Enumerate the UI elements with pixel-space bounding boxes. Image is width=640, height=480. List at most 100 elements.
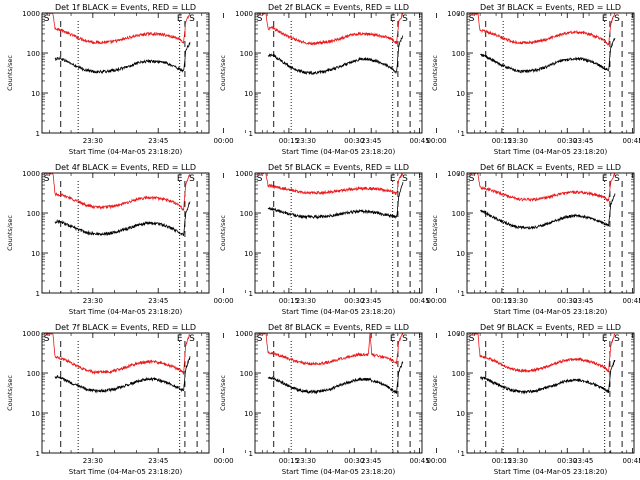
events-series-line xyxy=(54,41,191,75)
plot-title: Det 3f BLACK = Events, RED = LLD xyxy=(480,3,621,12)
marker-label: S xyxy=(44,174,50,184)
y-tick-label: 10 xyxy=(31,250,40,258)
x-tick-label: 23:30 xyxy=(83,137,103,145)
plot-frame xyxy=(254,12,423,134)
x-tick-label: 00:45 xyxy=(410,297,430,305)
plot-frame xyxy=(254,172,423,294)
x-tick-label: 00:30 xyxy=(557,457,577,465)
y-tick-label: 1 xyxy=(36,290,40,298)
y-tick-label: 1 xyxy=(249,130,253,138)
y-tick-label: 10 xyxy=(456,410,465,418)
y-axis-label: Counts/sec xyxy=(6,55,14,91)
lld-series-line xyxy=(257,333,404,366)
y-tick-label: 1 xyxy=(249,450,253,458)
events-series-line xyxy=(479,193,616,230)
x-tick-label: 00:15 xyxy=(279,457,299,465)
y-tick-label: 1 xyxy=(461,130,465,138)
marker-label: S xyxy=(189,334,195,344)
x-tick-label: 23:30 xyxy=(296,137,316,145)
x-axis-label: Start Time (04-Mar-05 23:18:20) xyxy=(494,308,608,316)
events-series-line xyxy=(54,201,191,237)
marker-label: S xyxy=(402,14,408,24)
plot-title: Det 1f BLACK = Events, RED = LLD xyxy=(55,3,196,12)
plot-panel: Det 3f BLACK = Events, RED = LLD Counts/s… xyxy=(431,3,640,156)
plot-title: Det 9f BLACK = Events, RED = LLD xyxy=(480,323,621,332)
x-axis-label: Start Time (04-Mar-05 23:18:20) xyxy=(282,148,396,156)
y-tick-label: 10 xyxy=(456,250,465,258)
marker-label: E xyxy=(177,14,183,24)
y-axis-label: Counts/sec xyxy=(219,215,227,251)
y-tick-label: 1 xyxy=(461,290,465,298)
plot-frame xyxy=(41,12,210,134)
plot-title: Det 8f BLACK = Events, RED = LLD xyxy=(268,323,409,332)
plot-data xyxy=(469,13,616,74)
plot-data xyxy=(43,333,191,394)
marker-label: E xyxy=(390,174,396,184)
x-tick-label: 00:15 xyxy=(492,137,512,145)
y-tick-label: 1000 xyxy=(22,10,40,18)
x-tick-label: 00:00 xyxy=(426,457,446,465)
lld-series-line xyxy=(469,333,616,374)
x-tick-label: 23:45 xyxy=(148,297,168,305)
plot-title: Det 4f BLACK = Events, RED = LLD xyxy=(55,163,196,172)
plot-data xyxy=(469,333,616,395)
x-tick-label: 23:45 xyxy=(361,297,381,305)
x-tick-label: 23:45 xyxy=(573,457,593,465)
x-tick-label: 23:30 xyxy=(508,297,528,305)
y-tick-label: 1000 xyxy=(235,330,253,338)
marker-label: E xyxy=(390,14,396,24)
x-tick-label: 23:30 xyxy=(83,297,103,305)
y-tick-label: 100 xyxy=(27,210,40,218)
y-tick-label: 1000 xyxy=(447,10,465,18)
plot-data xyxy=(256,173,404,220)
x-tick-label: 00:00 xyxy=(638,137,640,145)
y-tick-label: 1 xyxy=(36,130,40,138)
plot-frame xyxy=(41,172,210,294)
x-tick-label: 23:45 xyxy=(573,297,593,305)
lld-series-line xyxy=(256,13,404,46)
plot-data xyxy=(469,173,616,230)
x-tick-label: 00:15 xyxy=(492,297,512,305)
y-tick-label: 100 xyxy=(27,50,40,58)
marker-label: E xyxy=(390,334,396,344)
events-series-line xyxy=(267,360,404,395)
marker-label: E xyxy=(602,334,608,344)
plot-data xyxy=(44,13,191,75)
events-series-line xyxy=(267,35,404,76)
y-axis-label: Counts/sec xyxy=(6,375,14,411)
x-tick-label: 23:45 xyxy=(573,137,593,145)
x-tick-label: 23:45 xyxy=(148,137,168,145)
plot-title: Det 2f BLACK = Events, RED = LLD xyxy=(268,3,409,12)
x-tick-label: 00:45 xyxy=(623,297,640,305)
y-tick-label: 10 xyxy=(244,250,253,258)
x-tick-label: 00:00 xyxy=(426,297,446,305)
y-tick-label: 1 xyxy=(36,450,40,458)
x-axis-label: Start Time (04-Mar-05 23:18:20) xyxy=(69,148,183,156)
events-series-line xyxy=(54,356,191,394)
x-tick-label: 00:30 xyxy=(344,297,364,305)
y-axis-label: Counts/sec xyxy=(431,375,439,411)
plot-title: Det 7f BLACK = Events, RED = LLD xyxy=(55,323,196,332)
x-tick-label: 00:45 xyxy=(623,457,640,465)
plot-data xyxy=(256,13,404,76)
x-tick-label: 23:30 xyxy=(508,137,528,145)
x-tick-label: 00:45 xyxy=(410,137,430,145)
y-tick-label: 1 xyxy=(249,290,253,298)
events-series-line xyxy=(479,359,616,395)
y-axis-label: Counts/sec xyxy=(219,55,227,91)
x-tick-label: 00:15 xyxy=(492,457,512,465)
marker-label: E xyxy=(177,174,183,184)
plot-title: Det 5f BLACK = Events, RED = LLD xyxy=(268,163,409,172)
marker-label: S xyxy=(44,14,50,24)
y-tick-label: 10 xyxy=(31,90,40,98)
x-tick-label: 00:30 xyxy=(557,297,577,305)
x-tick-label: 23:45 xyxy=(148,457,168,465)
x-axis-label: Start Time (04-Mar-05 23:18:20) xyxy=(69,468,183,476)
marker-label: S xyxy=(614,334,620,344)
plot-panel: Det 8f BLACK = Events, RED = LLD Counts/s… xyxy=(219,323,640,476)
x-tick-label: 00:00 xyxy=(638,297,640,305)
y-tick-label: 100 xyxy=(452,210,465,218)
lld-series-line xyxy=(469,173,616,203)
y-axis-label: Counts/sec xyxy=(6,215,14,251)
y-tick-label: 100 xyxy=(27,370,40,378)
